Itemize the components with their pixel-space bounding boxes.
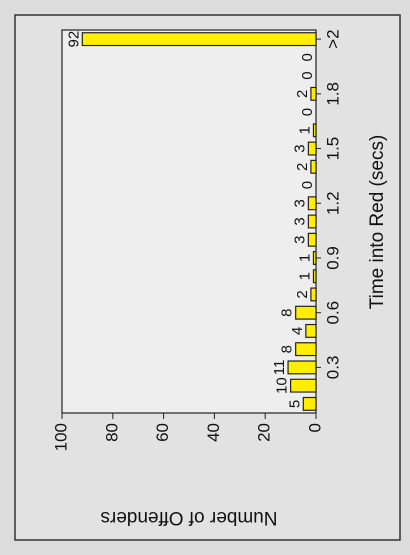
bar: [287, 360, 317, 375]
bar: [312, 123, 317, 138]
data-label: 2: [294, 163, 311, 171]
x-tick-label: 0.9: [323, 246, 342, 270]
bar: [81, 32, 317, 47]
x-axis-title: Time into Red (secs): [367, 135, 388, 310]
data-label: 8: [279, 309, 296, 317]
bar: [307, 196, 317, 211]
bar: [307, 214, 317, 229]
bar: [305, 323, 317, 338]
bar: [302, 396, 317, 411]
y-tick-label: 80: [102, 423, 121, 442]
x-tick-label: 1.5: [323, 137, 342, 161]
bar: [295, 342, 317, 357]
y-tick-label: 60: [153, 423, 172, 442]
bar: [312, 250, 317, 265]
data-label: 0: [299, 53, 316, 61]
y-tick-label: 40: [204, 423, 223, 442]
data-label: 0: [299, 108, 316, 116]
data-label: 5: [286, 400, 303, 408]
data-label: 1: [296, 254, 313, 262]
data-label: 3: [291, 217, 308, 225]
bar: [310, 86, 317, 101]
x-tick-label: 0.3: [323, 356, 342, 380]
bar: [295, 305, 317, 320]
rotated-chart: Time into Red (secs) Number of Offenders…: [14, 14, 401, 541]
x-tick-label: 0.6: [323, 301, 342, 325]
data-label: 3: [291, 144, 308, 152]
bar: [290, 378, 317, 393]
bar: [307, 232, 317, 247]
bar: [310, 159, 317, 174]
data-label: 0: [299, 181, 316, 189]
x-tick-label: 1.2: [323, 191, 342, 215]
data-label: 3: [291, 199, 308, 207]
data-label: 1: [296, 126, 313, 134]
data-label: 92: [65, 31, 82, 48]
bar: [307, 141, 317, 156]
bar: [310, 287, 317, 302]
x-tick-label: >2: [323, 29, 342, 48]
plot-area: [61, 29, 317, 414]
data-label: 11: [271, 360, 288, 376]
data-label: 10: [274, 377, 291, 394]
y-axis-title: Number of Offenders: [100, 507, 277, 528]
data-label: 8: [279, 345, 296, 353]
data-label: 1: [296, 272, 313, 280]
y-tick-label: 0: [305, 423, 324, 432]
data-label: 4: [289, 327, 306, 335]
bar: [312, 269, 317, 284]
y-tick-label: 20: [255, 423, 274, 442]
x-tick-label: 1.8: [323, 82, 342, 106]
data-label: 0: [299, 71, 316, 79]
data-label: 3: [291, 236, 308, 244]
y-tick-label: 100: [51, 423, 70, 451]
data-label: 2: [294, 90, 311, 98]
data-label: 2: [294, 290, 311, 298]
